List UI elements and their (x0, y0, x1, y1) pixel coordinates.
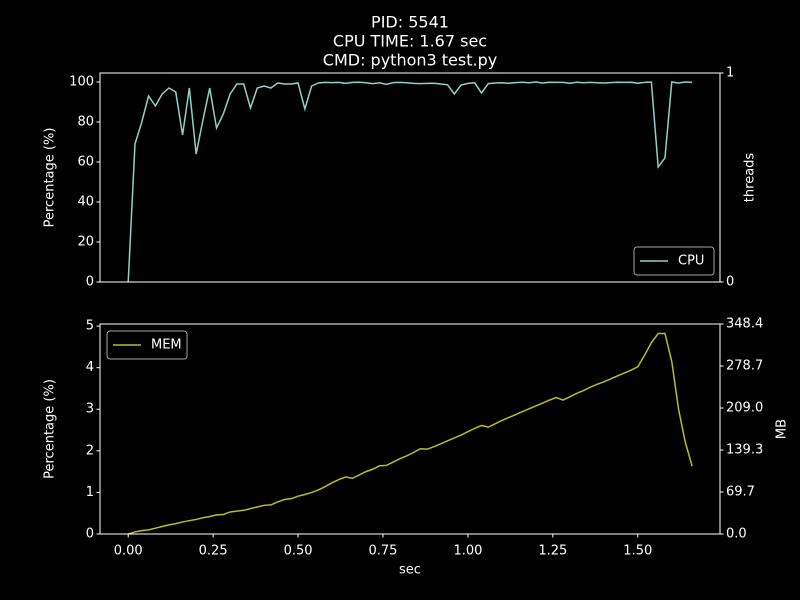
chart-title: CPU TIME: 1.67 sec (333, 32, 487, 51)
y-tick-label: 5 (86, 319, 94, 334)
y2-tick-label: 348.4 (726, 317, 763, 332)
y-tick-label: 0 (86, 527, 94, 542)
y-tick-label: 1 (86, 485, 94, 500)
y-tick-label: 4 (86, 360, 94, 375)
y-tick-label: 100 (69, 75, 94, 90)
y2-tick-label: 69.7 (726, 484, 755, 499)
y2-tick-label: 278.7 (726, 359, 763, 374)
x-tick-label: 1.00 (453, 544, 482, 559)
chart-title: CMD: python3 test.py (323, 51, 497, 70)
y-tick-label: 20 (77, 235, 94, 250)
legend-box (106, 330, 188, 360)
y-tick-label: 40 (77, 195, 94, 210)
plot-frame (99, 72, 721, 283)
plot-frame (99, 323, 721, 535)
legend: MEM (106, 330, 188, 360)
y-axis-label: Percentage (%) (43, 128, 58, 228)
y2-tick-label: 0.0 (726, 527, 747, 542)
y2-tick-label: 0 (726, 275, 734, 290)
x-tick-label: 1.50 (623, 544, 652, 559)
legend-box (633, 246, 715, 276)
data-line (127, 332, 693, 535)
y2-tick-label: 1 (726, 66, 734, 81)
x-tick-label: 0.50 (284, 544, 313, 559)
legend-label: MEM (151, 338, 182, 353)
y-tick-label: 60 (77, 155, 94, 170)
x-tick-label: 1.25 (538, 544, 567, 559)
x-tick-label: 0.00 (114, 544, 143, 559)
y-tick-label: 2 (86, 443, 94, 458)
y-tick-label: 3 (86, 402, 94, 417)
y-tick-label: 80 (77, 115, 94, 130)
data-line (127, 81, 693, 283)
legend-label: CPU (678, 254, 704, 269)
y2-axis-label: MB (775, 419, 790, 439)
y2-tick-label: 209.0 (726, 401, 763, 416)
y-tick-label: 0 (86, 275, 94, 290)
y-axis-label: Percentage (%) (43, 379, 58, 479)
x-tick-label: 0.25 (199, 544, 228, 559)
legend: CPU (633, 246, 715, 276)
x-axis-label: sec (399, 563, 421, 578)
x-tick-label: 0.75 (369, 544, 398, 559)
chart-title: PID: 5541 (371, 13, 449, 32)
y2-tick-label: 139.3 (726, 443, 763, 458)
y2-axis-label: threads (743, 153, 758, 203)
